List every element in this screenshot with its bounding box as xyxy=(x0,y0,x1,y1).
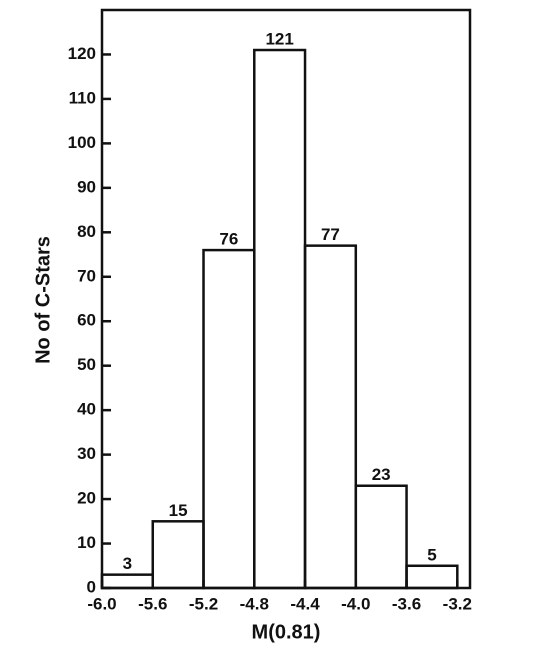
x-tick-label: -4.8 xyxy=(240,594,269,613)
bar xyxy=(100,573,155,590)
x-tick-label: -4.4 xyxy=(290,594,320,613)
y-tick-label: 90 xyxy=(77,177,96,196)
y-tick-label: 50 xyxy=(77,355,96,374)
x-tick-label: -3.6 xyxy=(392,594,421,613)
data-label: 121 xyxy=(265,29,293,48)
y-tick-label: 20 xyxy=(77,489,96,508)
bar xyxy=(405,564,459,590)
x-tick-label: -6.0 xyxy=(87,594,116,613)
y-tick-label: 30 xyxy=(77,444,96,463)
data-label: 5 xyxy=(427,545,436,564)
y-tick-label: 60 xyxy=(77,311,96,330)
data-label: 76 xyxy=(219,230,238,249)
data-label: 15 xyxy=(169,501,188,520)
bar xyxy=(253,48,307,590)
x-tick-label: -3.2 xyxy=(443,594,472,613)
bar xyxy=(151,520,205,590)
x-tick-label: -5.6 xyxy=(138,594,167,613)
y-tick-label: 100 xyxy=(68,133,96,152)
plot-frame xyxy=(100,8,472,590)
y-tick-label: 70 xyxy=(77,266,96,285)
x-tick-label: -4.0 xyxy=(341,594,370,613)
y-tick-label: 10 xyxy=(77,533,96,552)
y-tick-label: 120 xyxy=(68,44,96,63)
data-label: 3 xyxy=(123,554,132,573)
bar xyxy=(354,484,408,590)
y-tick-label: 40 xyxy=(77,400,96,419)
y-axis-label: No of C-Stars xyxy=(32,236,54,364)
y-tick-label: 80 xyxy=(77,222,96,241)
x-axis-label: M(0.81) xyxy=(252,621,321,643)
y-tick-label: 110 xyxy=(69,88,96,107)
data-label: 23 xyxy=(372,465,391,484)
x-tick-label: -5.2 xyxy=(189,594,218,613)
data-label: 77 xyxy=(321,225,340,244)
y-tick-label: 0 xyxy=(87,577,96,596)
bar xyxy=(202,248,256,590)
bar xyxy=(303,244,358,590)
